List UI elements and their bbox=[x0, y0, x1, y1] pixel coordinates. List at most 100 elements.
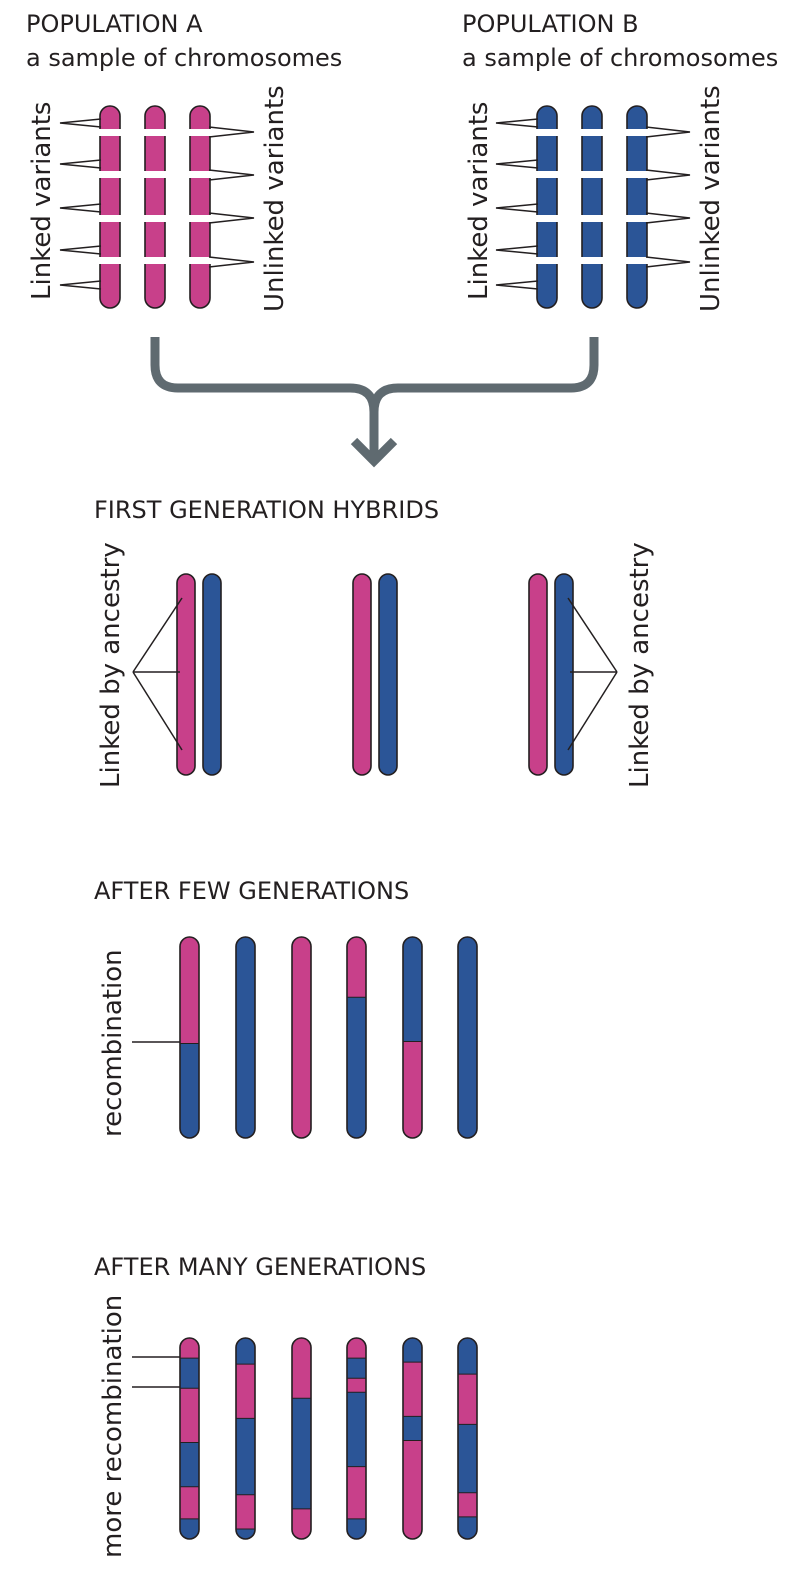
hybrid-2-chromosome-b bbox=[378, 573, 398, 776]
first-generation-chromosomes bbox=[176, 573, 574, 776]
many-generation-chromosome-5 bbox=[402, 1337, 423, 1540]
few-generations-title: AFTER FEW GENERATIONS bbox=[94, 877, 409, 905]
many-generation-chromosome-5-segment-3 bbox=[403, 1416, 422, 1442]
pop-a-unlinked-pointer-1 bbox=[208, 126, 255, 138]
pop-b-gap-3-4 bbox=[626, 257, 648, 264]
pop-b-unlinked-pointer-4 bbox=[645, 256, 691, 268]
few-generation-chromosome-4 bbox=[346, 936, 367, 1139]
pop-b-gap-1-3 bbox=[536, 215, 558, 222]
pop-a-unlinked-pointer-2 bbox=[208, 169, 255, 181]
pop-b-chromosome-3-segment-1 bbox=[627, 106, 647, 308]
pop-b-linked-pointer-4 bbox=[495, 245, 539, 255]
few-generation-chromosome-5-segment-1 bbox=[403, 937, 422, 1043]
few-generation-chromosome-4-segment-1 bbox=[347, 937, 366, 998]
many-generation-chromosome-2 bbox=[235, 1337, 256, 1540]
few-generation-chromosome-2 bbox=[235, 936, 256, 1139]
few-generation-chromosome-6-segment-1 bbox=[458, 937, 477, 1138]
pop-b-unlinked-pointer-1 bbox=[645, 126, 691, 138]
many-generation-chromosome-4 bbox=[346, 1337, 367, 1540]
many-generation-chromosome-4-segment-2 bbox=[347, 1358, 366, 1379]
many-generations-chromosomes bbox=[179, 1337, 478, 1540]
pop-a-linked-pointer-2 bbox=[59, 159, 102, 169]
population-a-chromosomes bbox=[59, 105, 255, 309]
many-generation-chromosome-2-segment-3 bbox=[236, 1418, 255, 1496]
few-generation-chromosome-2-segment-1 bbox=[236, 937, 255, 1138]
pop-b-gap-2-1 bbox=[581, 129, 603, 136]
population-b-unlinked-label: Unlinked variants bbox=[696, 85, 726, 312]
pop-b-linked-pointer-1 bbox=[495, 118, 539, 128]
pop-a-chromosome-3-segment-1 bbox=[190, 106, 210, 308]
many-generation-chromosome-1-segment-3 bbox=[180, 1388, 199, 1444]
many-generation-chromosome-6-segment-4 bbox=[458, 1492, 477, 1518]
pop-a-gap-1-3 bbox=[99, 215, 121, 222]
few-generation-chromosome-4-segment-2 bbox=[347, 997, 366, 1138]
many-generation-chromosome-4-segment-1 bbox=[347, 1338, 366, 1359]
pop-b-chromosome-1 bbox=[536, 105, 558, 309]
pop-a-chromosome-3 bbox=[189, 105, 211, 309]
pop-a-gap-2-4 bbox=[144, 257, 166, 264]
pop-a-chromosome-2 bbox=[144, 105, 166, 309]
hybrid-3-chromosome-b-segment-1 bbox=[555, 574, 573, 775]
pop-b-chromosome-3 bbox=[626, 105, 648, 309]
population-a-subtitle: a sample of chromosomes bbox=[26, 44, 342, 72]
hybrid-1-chromosome-a-segment-1 bbox=[177, 574, 195, 775]
pop-b-gap-1-2 bbox=[536, 171, 558, 178]
many-generation-chromosome-2-segment-5 bbox=[236, 1528, 255, 1539]
many-generation-chromosome-1-segment-6 bbox=[180, 1518, 199, 1539]
pop-a-linked-pointer-1 bbox=[59, 118, 102, 128]
pop-a-unlinked-pointer-3 bbox=[208, 212, 255, 224]
hybrid-3-chromosome-b bbox=[554, 573, 574, 776]
many-generation-chromosome-2-segment-4 bbox=[236, 1494, 255, 1530]
first-generation-right-label: Linked by ancestry bbox=[625, 542, 655, 788]
many-generation-chromosome-6-segment-5 bbox=[458, 1516, 477, 1539]
few-generation-chromosome-5 bbox=[402, 936, 423, 1139]
linked-by-ancestry-bracket-right bbox=[567, 597, 618, 751]
pop-a-unlinked-pointer-4 bbox=[208, 256, 255, 268]
pop-b-gap-1-1 bbox=[536, 129, 558, 136]
pop-a-gap-1-4 bbox=[99, 257, 121, 264]
pop-b-gap-3-3 bbox=[626, 215, 648, 222]
many-generation-chromosome-3-segment-2 bbox=[292, 1398, 311, 1510]
many-generation-chromosome-2-segment-2 bbox=[236, 1364, 255, 1419]
many-generation-chromosome-1-segment-2 bbox=[180, 1358, 199, 1389]
hybrid-1-chromosome-b-segment-1 bbox=[203, 574, 221, 775]
few-generation-chromosome-6 bbox=[457, 936, 478, 1139]
many-generation-chromosome-2-segment-1 bbox=[236, 1338, 255, 1365]
many-generation-chromosome-1-segment-1 bbox=[180, 1338, 199, 1359]
pop-b-linked-pointer-5 bbox=[495, 280, 539, 290]
pop-a-chromosome-2-segment-1 bbox=[145, 106, 165, 308]
few-generation-chromosome-1-segment-1 bbox=[180, 937, 199, 1045]
linked-by-ancestry-bracket-left bbox=[132, 597, 183, 751]
pop-b-gap-2-3 bbox=[581, 215, 603, 222]
population-a-title: POPULATION A bbox=[26, 10, 203, 38]
many-generation-chromosome-3 bbox=[291, 1337, 312, 1540]
merge-arrow bbox=[150, 337, 599, 468]
population-b-title: POPULATION B bbox=[462, 10, 639, 38]
many-generation-chromosome-4-segment-3 bbox=[347, 1378, 366, 1393]
first-generation-title: FIRST GENERATION HYBRIDS bbox=[94, 496, 439, 524]
many-generations-side-label: more recombination bbox=[98, 1295, 128, 1558]
pop-b-unlinked-pointer-2 bbox=[645, 169, 691, 181]
pop-b-chromosome-2 bbox=[581, 105, 603, 309]
many-generation-chromosome-3-segment-1 bbox=[292, 1338, 311, 1399]
hybrid-3-chromosome-a bbox=[528, 573, 548, 776]
pop-b-linked-pointer-3 bbox=[495, 203, 539, 213]
many-generation-chromosome-4-segment-6 bbox=[347, 1518, 366, 1539]
pop-b-unlinked-pointer-3 bbox=[645, 212, 691, 224]
pop-b-gap-1-4 bbox=[536, 257, 558, 264]
pop-a-gap-1-2 bbox=[99, 171, 121, 178]
pop-a-chromosome-1 bbox=[99, 105, 121, 309]
population-b-chromosomes bbox=[495, 105, 691, 309]
first-generation-left-label: Linked by ancestry bbox=[96, 542, 126, 788]
pop-a-gap-3-4 bbox=[189, 257, 211, 264]
many-generation-chromosome-1-segment-5 bbox=[180, 1486, 199, 1520]
pop-b-gap-2-4 bbox=[581, 257, 603, 264]
hybrid-2-chromosome-b-segment-1 bbox=[379, 574, 397, 775]
few-generation-chromosome-3 bbox=[291, 936, 312, 1139]
pop-a-gap-3-3 bbox=[189, 215, 211, 222]
pop-a-chromosome-1-segment-1 bbox=[100, 106, 120, 308]
pop-b-chromosome-2-segment-1 bbox=[582, 106, 602, 308]
population-b-subtitle: a sample of chromosomes bbox=[462, 44, 778, 72]
pop-a-gap-2-1 bbox=[144, 129, 166, 136]
